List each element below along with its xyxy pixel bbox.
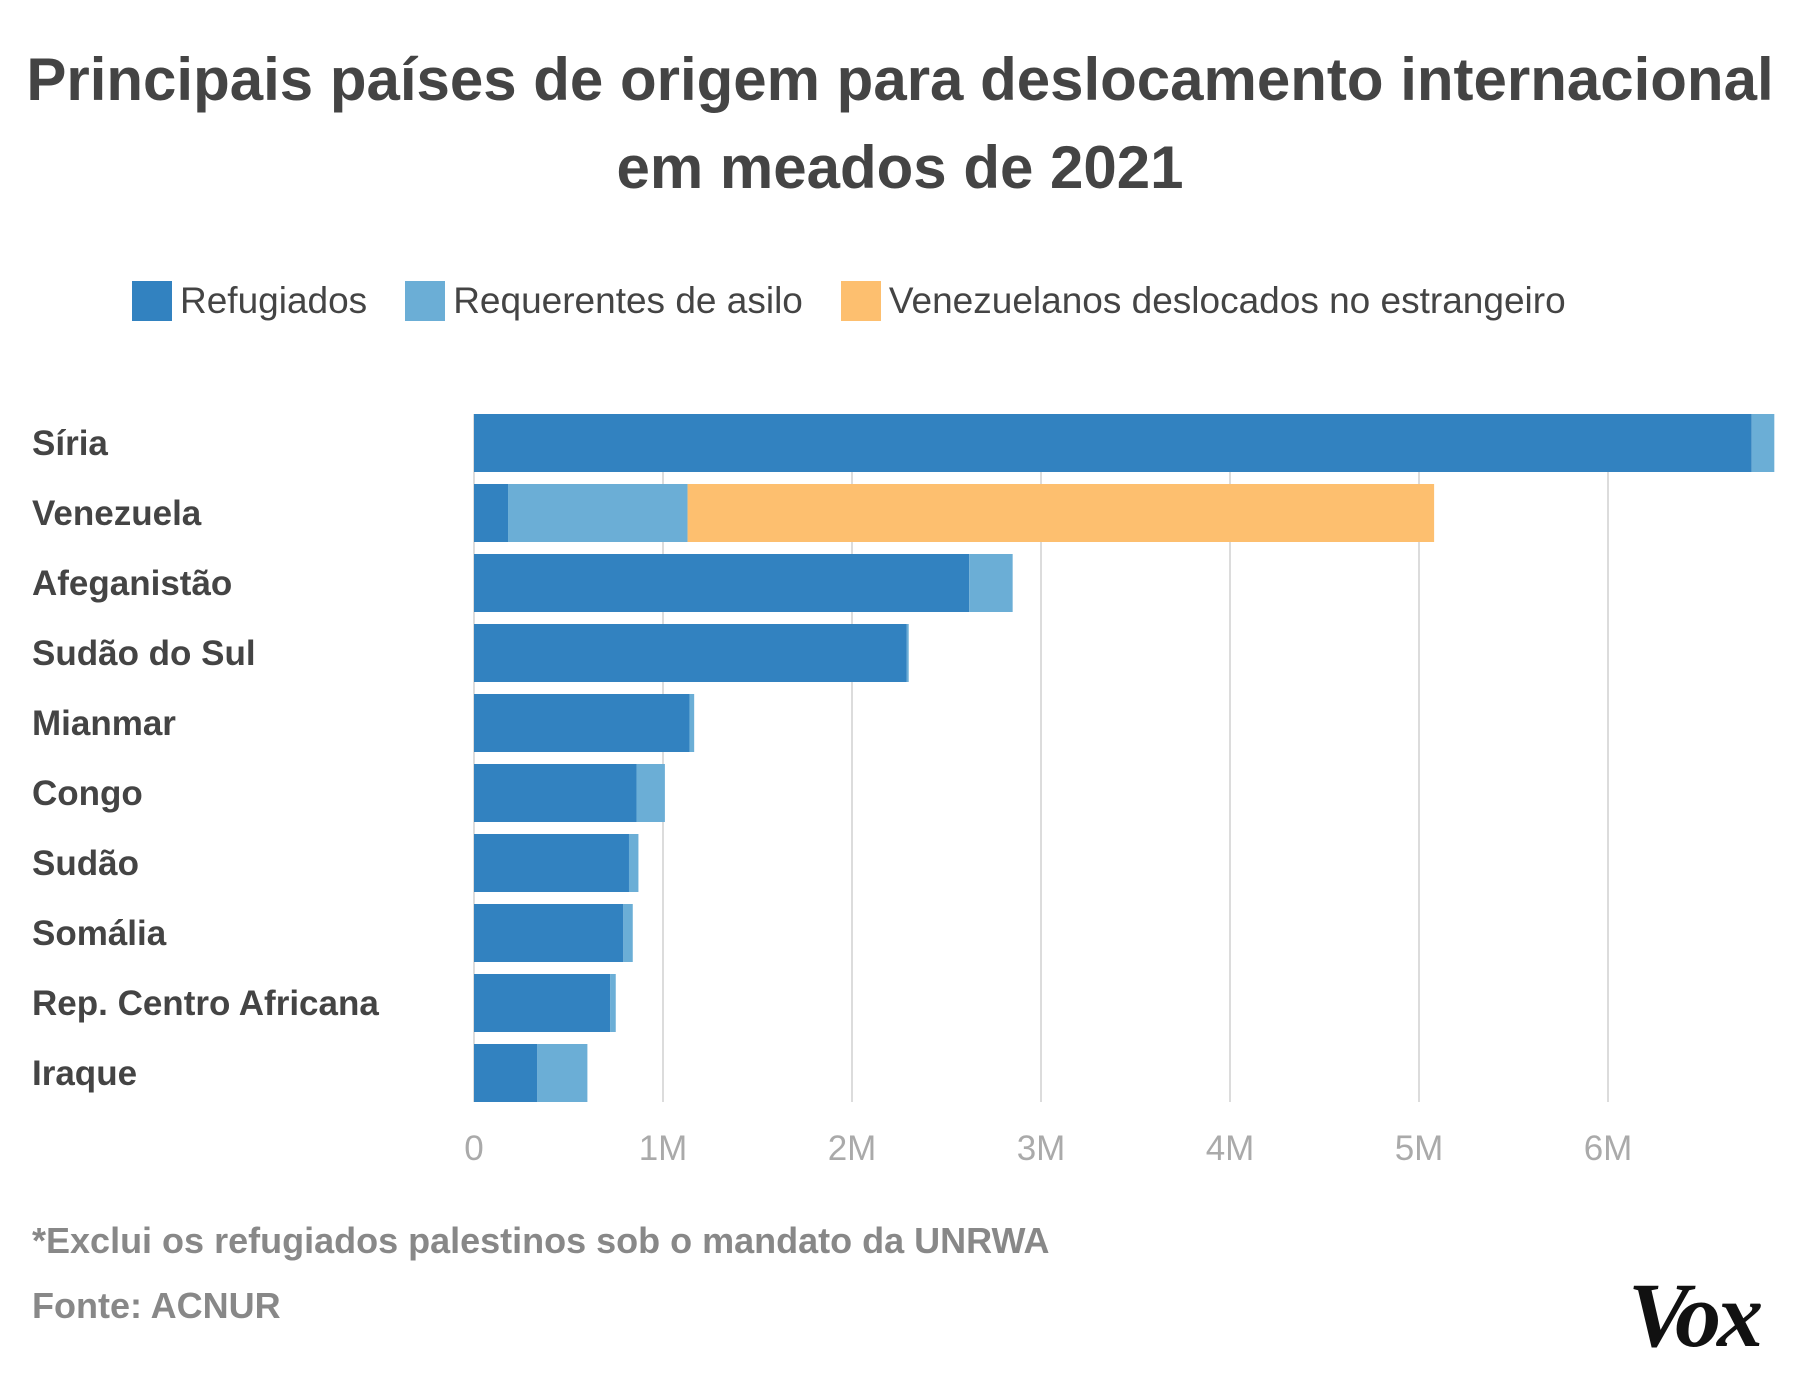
- legend-label: Venezuelanos deslocados no estrangeiro: [888, 280, 1566, 321]
- bar-segment: [969, 554, 1013, 612]
- legend-swatch: [840, 281, 881, 321]
- bar-segment: [508, 484, 688, 542]
- bar-segment: [474, 904, 624, 962]
- legend-label: Requerentes de asilo: [453, 280, 803, 321]
- legend-item-refugiados: Refugiados: [132, 280, 367, 322]
- bar-segment: [610, 974, 616, 1032]
- legend: Refugiados Requerentes de asilo Venezuel…: [132, 280, 1604, 322]
- bar-segment: [623, 904, 633, 962]
- bar-segment: [628, 834, 639, 892]
- legend-swatch: [405, 281, 446, 321]
- bar-segment: [474, 414, 1752, 472]
- bar-segment: [474, 554, 970, 612]
- x-tick-label: 1M: [639, 1129, 688, 1168]
- legend-item-venezuelanos: Venezuelanos deslocados no estrangeiro: [840, 280, 1566, 322]
- category-label: Sudão do Sul: [32, 634, 256, 673]
- bar-segment: [687, 484, 1435, 542]
- bar-segment: [636, 764, 665, 822]
- footnote: *Exclui os refugiados palestinos sob o m…: [32, 1220, 1050, 1261]
- bar-segment: [1751, 414, 1775, 472]
- category-label: Iraque: [32, 1054, 137, 1093]
- category-label: Mianmar: [32, 704, 176, 743]
- bar-segment: [537, 1044, 588, 1102]
- bar-segment: [474, 974, 611, 1032]
- source: Fonte: ACNUR: [32, 1285, 281, 1326]
- category-label: Venezuela: [32, 494, 202, 533]
- bar-segment: [474, 834, 629, 892]
- x-tick-label: 6M: [1584, 1129, 1633, 1168]
- x-tick-label: 0: [464, 1129, 483, 1168]
- legend-swatch: [132, 281, 172, 321]
- x-tick-label: 2M: [828, 1129, 877, 1168]
- category-label: Sudão: [32, 844, 139, 883]
- bar-segment: [906, 624, 909, 682]
- legend-item-asilo: Requerentes de asilo: [405, 280, 803, 322]
- bar-segment: [474, 1044, 538, 1102]
- category-label: Rep. Centro Africana: [32, 984, 379, 1023]
- bar-segment: [474, 624, 907, 682]
- category-label: Congo: [32, 774, 143, 813]
- bar-segment: [474, 694, 690, 752]
- chart-title: Principais países de origem para desloca…: [26, 46, 1774, 201]
- category-label: Somália: [32, 914, 167, 953]
- x-tick-label: 3M: [1017, 1129, 1066, 1168]
- bar-segment: [474, 764, 637, 822]
- bar-segment: [689, 694, 695, 752]
- category-label: Síria: [32, 424, 108, 463]
- legend-label: Refugiados: [180, 280, 368, 321]
- x-tick-label: 5M: [1395, 1129, 1444, 1168]
- bar-segment: [474, 484, 509, 542]
- category-label: Afeganistão: [32, 564, 232, 603]
- vox-logo: Vox: [1628, 1264, 1763, 1366]
- x-tick-label: 4M: [1206, 1129, 1255, 1168]
